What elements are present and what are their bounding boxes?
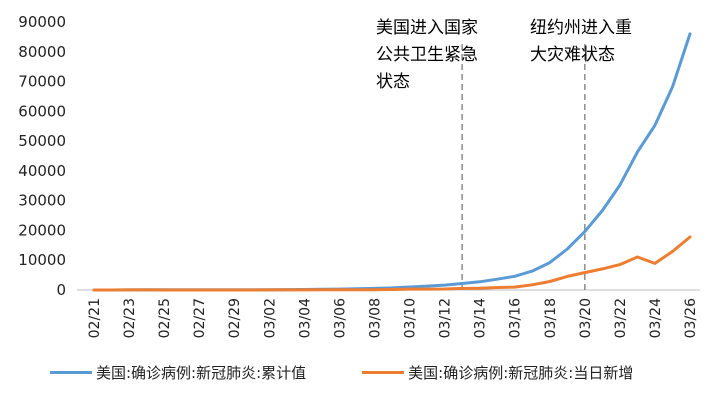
annotation-text: 公共卫生紧急 [376, 45, 478, 65]
annotation-text: 状态 [376, 72, 410, 92]
x-tick-label: 02/21 [87, 298, 103, 338]
legend-label-daily: 美国:确诊病例:新冠肺炎:当日新增 [408, 364, 634, 382]
x-tick-label: 03/12 [438, 298, 454, 338]
legend-swatch-daily [362, 371, 405, 374]
x-tick-label: 03/14 [473, 298, 489, 338]
x-tick-label: 03/10 [403, 298, 419, 338]
x-tick-label: 02/25 [157, 298, 173, 338]
x-axis: 02/21 02/23 02/25 02/27 02/29 03/02 03/04 03/06… [77, 289, 700, 338]
y-tick-label: 10000 [18, 251, 66, 269]
y-tick-label: 90000 [18, 13, 66, 31]
legend: 美国:确诊病例:新冠肺炎:累计值 美国:确诊病例:新冠肺炎:当日新增 [50, 362, 633, 383]
series-line-daily [92, 235, 692, 292]
x-tick-label: 03/26 [683, 298, 699, 338]
x-tick-label: 03/16 [508, 298, 524, 338]
y-tick-label: 40000 [18, 162, 66, 180]
y-axis-ticks: 0 10000 20000 30000 40000 50000 60000 70000 8000… [18, 13, 66, 299]
annotation-text: 纽约州进入重 [530, 18, 632, 38]
y-tick-label: 30000 [18, 192, 66, 210]
y-tick-label: 20000 [18, 221, 66, 239]
x-tick-label: 03/08 [367, 298, 383, 338]
y-tick-label: 60000 [18, 102, 66, 120]
legend-item-daily: 美国:确诊病例:新冠肺炎:当日新增 [362, 362, 633, 383]
x-tick-label: 03/20 [578, 298, 594, 338]
x-tick-label: 03/22 [613, 298, 629, 338]
x-tick-label: 03/06 [332, 298, 348, 338]
x-tick-label: 02/29 [227, 298, 243, 338]
legend-label-cumulative: 美国:确诊病例:新冠肺炎:累计值 [96, 364, 307, 382]
y-tick-label: 80000 [18, 43, 66, 61]
x-tick-label: 03/24 [648, 298, 664, 338]
series-lines [92, 32, 692, 292]
x-tick-label: 03/02 [262, 298, 278, 338]
y-tick-label: 70000 [18, 73, 66, 91]
y-tick-label: 0 [56, 281, 66, 299]
x-tick-label: 03/04 [297, 298, 313, 338]
x-tick-label: 02/27 [192, 298, 208, 338]
annotation-text: 美国进入国家 [376, 18, 478, 38]
legend-item-cumulative: 美国:确诊病例:新冠肺炎:累计值 [50, 362, 306, 383]
x-tick-label: 02/23 [122, 298, 138, 338]
y-tick-label: 50000 [18, 132, 66, 150]
legend-swatch-cumulative [50, 371, 92, 374]
annotation-text: 大灾难状态 [530, 45, 615, 65]
x-tick-label: 03/18 [543, 298, 559, 338]
